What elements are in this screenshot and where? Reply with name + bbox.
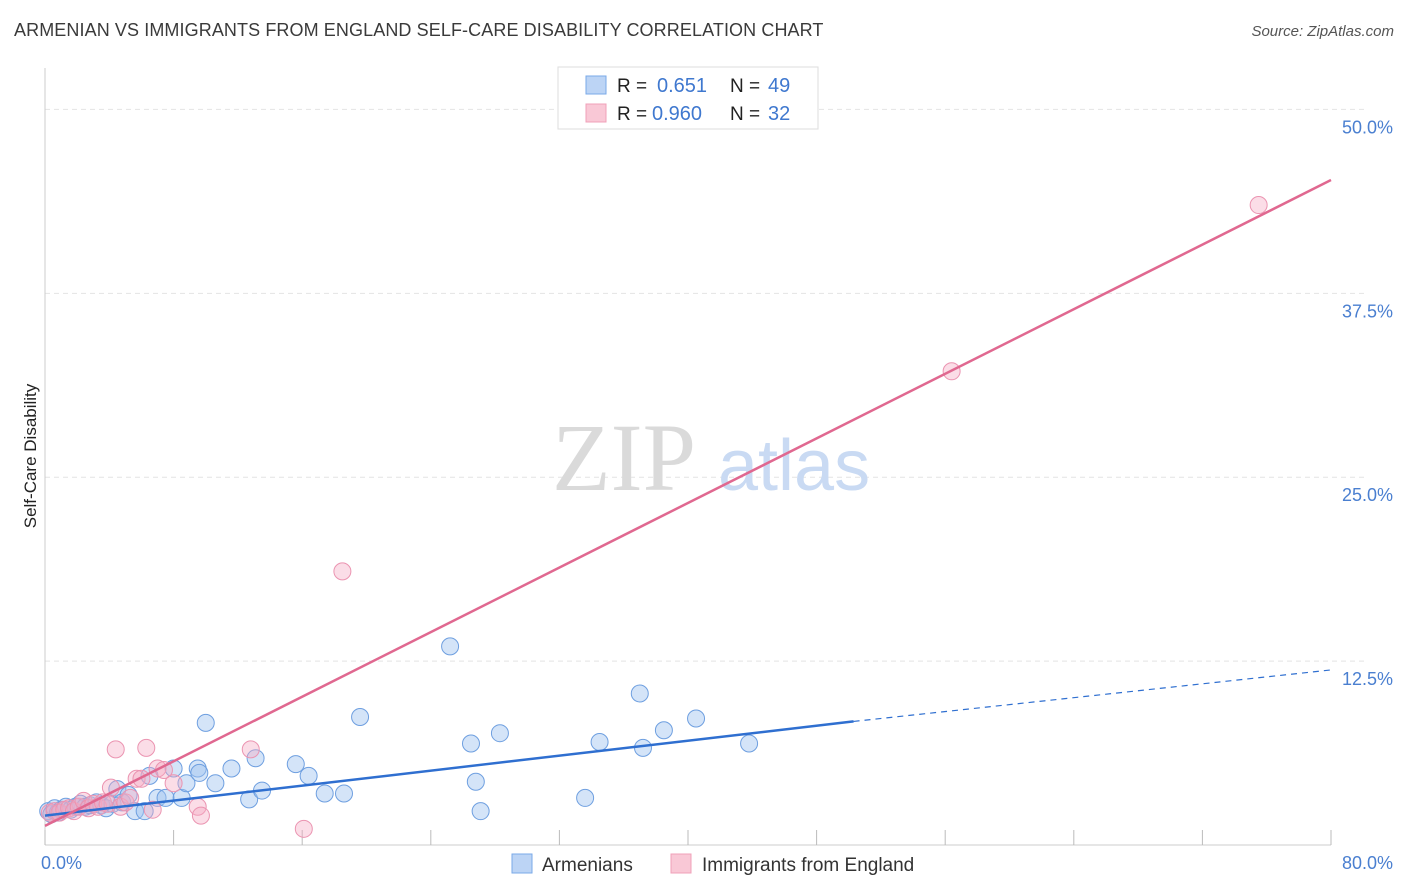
armenians-point [177, 774, 196, 793]
england-point [241, 740, 260, 759]
y-tick-label: 25.0% [1342, 485, 1393, 505]
y-tick-label: 37.5% [1342, 301, 1393, 321]
armenians-point [461, 734, 480, 753]
armenians-point [334, 784, 353, 803]
legend-r-value-1: 0.651 [657, 75, 707, 97]
armenians-point [630, 684, 649, 703]
england-point [164, 774, 183, 793]
trend-lines [44, 178, 1332, 827]
armenians-point [466, 772, 485, 791]
watermark: ZIP atlas [552, 404, 870, 511]
series-label-england: Immigrants from England [702, 855, 914, 876]
series-swatch-england [670, 853, 692, 874]
chart-title: ARMENIAN VS IMMIGRANTS FROM ENGLAND SELF… [14, 20, 824, 40]
england-point [294, 819, 313, 838]
watermark-zip: ZIP [552, 404, 696, 511]
y-tick-label: 12.5% [1342, 669, 1393, 689]
armenians-trend-extension [853, 669, 1332, 723]
data-points [39, 196, 1268, 838]
axes [44, 68, 1332, 846]
source-label: Source: ZipAtlas.com [1251, 23, 1394, 40]
armenians-point [471, 802, 490, 821]
armenians-point [687, 709, 706, 728]
y-tick-label: 50.0% [1342, 117, 1393, 137]
england-point [333, 562, 352, 581]
y-axis-label: Self-Care Disability [21, 383, 40, 528]
armenians-trend-line [44, 720, 854, 817]
grid [45, 108, 1366, 662]
england-trend-line [44, 178, 1332, 827]
armenians-point [156, 788, 175, 807]
legend-r-label-1: R = [617, 76, 647, 97]
legend-swatch-armenians [585, 75, 607, 95]
armenians-point [286, 755, 305, 774]
legend-swatch-england [585, 103, 607, 123]
armenians-point [222, 759, 241, 778]
legend-r-label-2: R = [617, 104, 647, 125]
armenians-point [740, 734, 759, 753]
armenians-point [190, 763, 209, 782]
correlation-legend: R = 0.651 N = 49 R = 0.960 N = 32 [557, 66, 819, 130]
england-point [1249, 196, 1268, 215]
watermark-atlas: atlas [718, 426, 870, 506]
armenians-point [351, 708, 370, 727]
england-point [106, 740, 125, 759]
armenians-point [590, 733, 609, 752]
armenians-point [633, 738, 652, 757]
armenians-point [246, 749, 265, 768]
armenians-point [196, 713, 215, 732]
legend-n-label-2: N = [730, 104, 760, 125]
x-tick-label-max: 80.0% [1342, 853, 1393, 873]
armenians-point [490, 724, 509, 743]
series-swatch-armenians [511, 853, 533, 874]
armenians-point [441, 637, 460, 656]
series-legend: Armenians Immigrants from England [511, 853, 914, 876]
armenians-point [299, 766, 318, 785]
legend-n-value-2: 32 [768, 103, 790, 125]
legend-n-label-1: N = [730, 76, 760, 97]
england-point [143, 800, 162, 819]
x-tick-label-min: 0.0% [41, 853, 82, 873]
legend-r-value-2: 0.960 [652, 103, 702, 125]
armenians-point [654, 721, 673, 740]
legend-n-value-1: 49 [768, 75, 790, 97]
england-point [137, 738, 156, 757]
tick-labels: 12.5% 25.0% 37.5% 50.0% 0.0% 80.0% [41, 117, 1393, 873]
armenians-point [576, 788, 595, 807]
armenians-point [315, 784, 334, 803]
england-point [191, 806, 210, 825]
series-label-armenians: Armenians [542, 855, 633, 876]
armenians-point [206, 774, 225, 793]
